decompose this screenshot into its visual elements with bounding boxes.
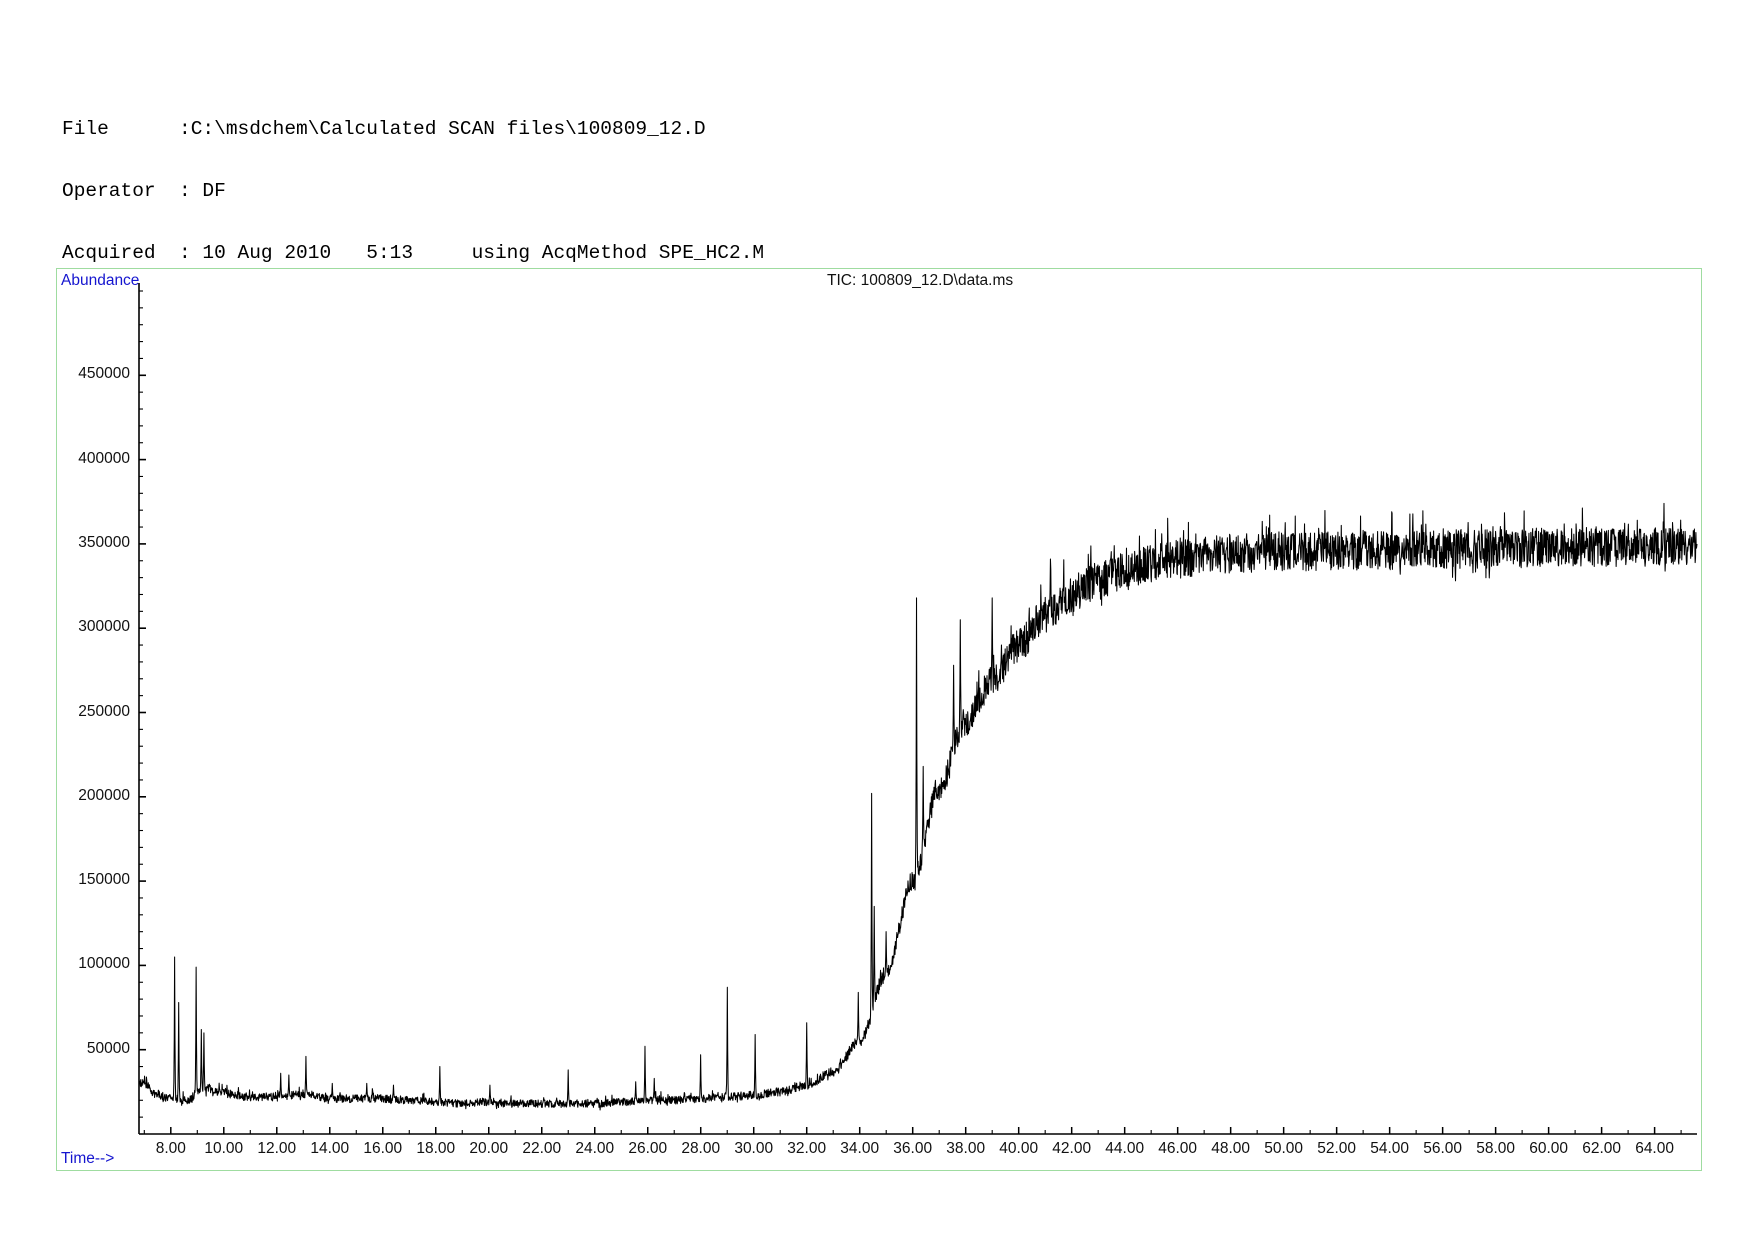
- chromatogram-canvas: [138, 283, 1698, 1135]
- x-tick-label: 16.00: [363, 1140, 403, 1157]
- x-tick-label: 44.00: [1105, 1140, 1145, 1157]
- x-tick-label: 52.00: [1317, 1140, 1357, 1157]
- y-tick-label: 150000: [78, 871, 130, 889]
- y-axis-title: Abundance: [61, 272, 140, 289]
- y-tick-label: 250000: [78, 702, 130, 720]
- x-tick-label: 60.00: [1529, 1140, 1569, 1157]
- x-tick-label: 48.00: [1211, 1140, 1251, 1157]
- x-tick-label: 14.00: [310, 1140, 350, 1157]
- x-axis-title: Time-->: [61, 1150, 115, 1167]
- y-tick-label: 300000: [78, 618, 130, 636]
- x-tick-label: 26.00: [628, 1140, 668, 1157]
- tic-trace: [138, 502, 1698, 1111]
- x-tick-label: 18.00: [416, 1140, 456, 1157]
- x-tick-label: 36.00: [893, 1140, 933, 1157]
- x-tick-label: 12.00: [257, 1140, 297, 1157]
- y-tick-label: 50000: [86, 1039, 130, 1057]
- x-tick-label: 30.00: [734, 1140, 774, 1157]
- x-tick-label: 8.00: [155, 1140, 186, 1157]
- chromatogram-plot-frame: Abundance Time--> TIC: 100809_12.D\data.…: [56, 268, 1702, 1171]
- x-tick-label: 50.00: [1264, 1140, 1304, 1157]
- y-tick-label: 200000: [78, 786, 130, 804]
- axis-layer: [138, 283, 1697, 1135]
- header-line-file: File :C:\msdchem\Calculated SCAN files\1…: [62, 118, 706, 141]
- y-tick-label: 450000: [78, 365, 130, 383]
- x-tick-label: 10.00: [204, 1140, 244, 1157]
- tic-trace-layer: [138, 502, 1698, 1111]
- x-tick-label: 58.00: [1476, 1140, 1516, 1157]
- x-tick-label: 54.00: [1370, 1140, 1410, 1157]
- x-tick-label: 42.00: [1052, 1140, 1092, 1157]
- y-tick-label: 350000: [78, 533, 130, 551]
- x-tick-label: 38.00: [946, 1140, 986, 1157]
- x-tick-label: 20.00: [469, 1140, 509, 1157]
- x-tick-label: 22.00: [522, 1140, 562, 1157]
- x-tick-label: 56.00: [1423, 1140, 1463, 1157]
- y-tick-label: 100000: [78, 955, 130, 973]
- x-tick-label: 46.00: [1158, 1140, 1198, 1157]
- x-tick-label: 62.00: [1582, 1140, 1622, 1157]
- y-tick-label: 400000: [78, 449, 130, 467]
- header-line-operator: Operator : DF: [62, 179, 226, 202]
- x-tick-label: 24.00: [575, 1140, 615, 1157]
- x-tick-label: 40.00: [999, 1140, 1039, 1157]
- header-line-acquired: Acquired : 10 Aug 2010 5:13 using AcqMet…: [62, 241, 765, 264]
- x-tick-label: 34.00: [840, 1140, 880, 1157]
- x-tick-label: 32.00: [787, 1140, 827, 1157]
- chart-title: TIC: 100809_12.D\data.ms: [827, 272, 1014, 289]
- x-tick-label: 28.00: [681, 1140, 721, 1157]
- x-tick-label: 64.00: [1635, 1140, 1674, 1157]
